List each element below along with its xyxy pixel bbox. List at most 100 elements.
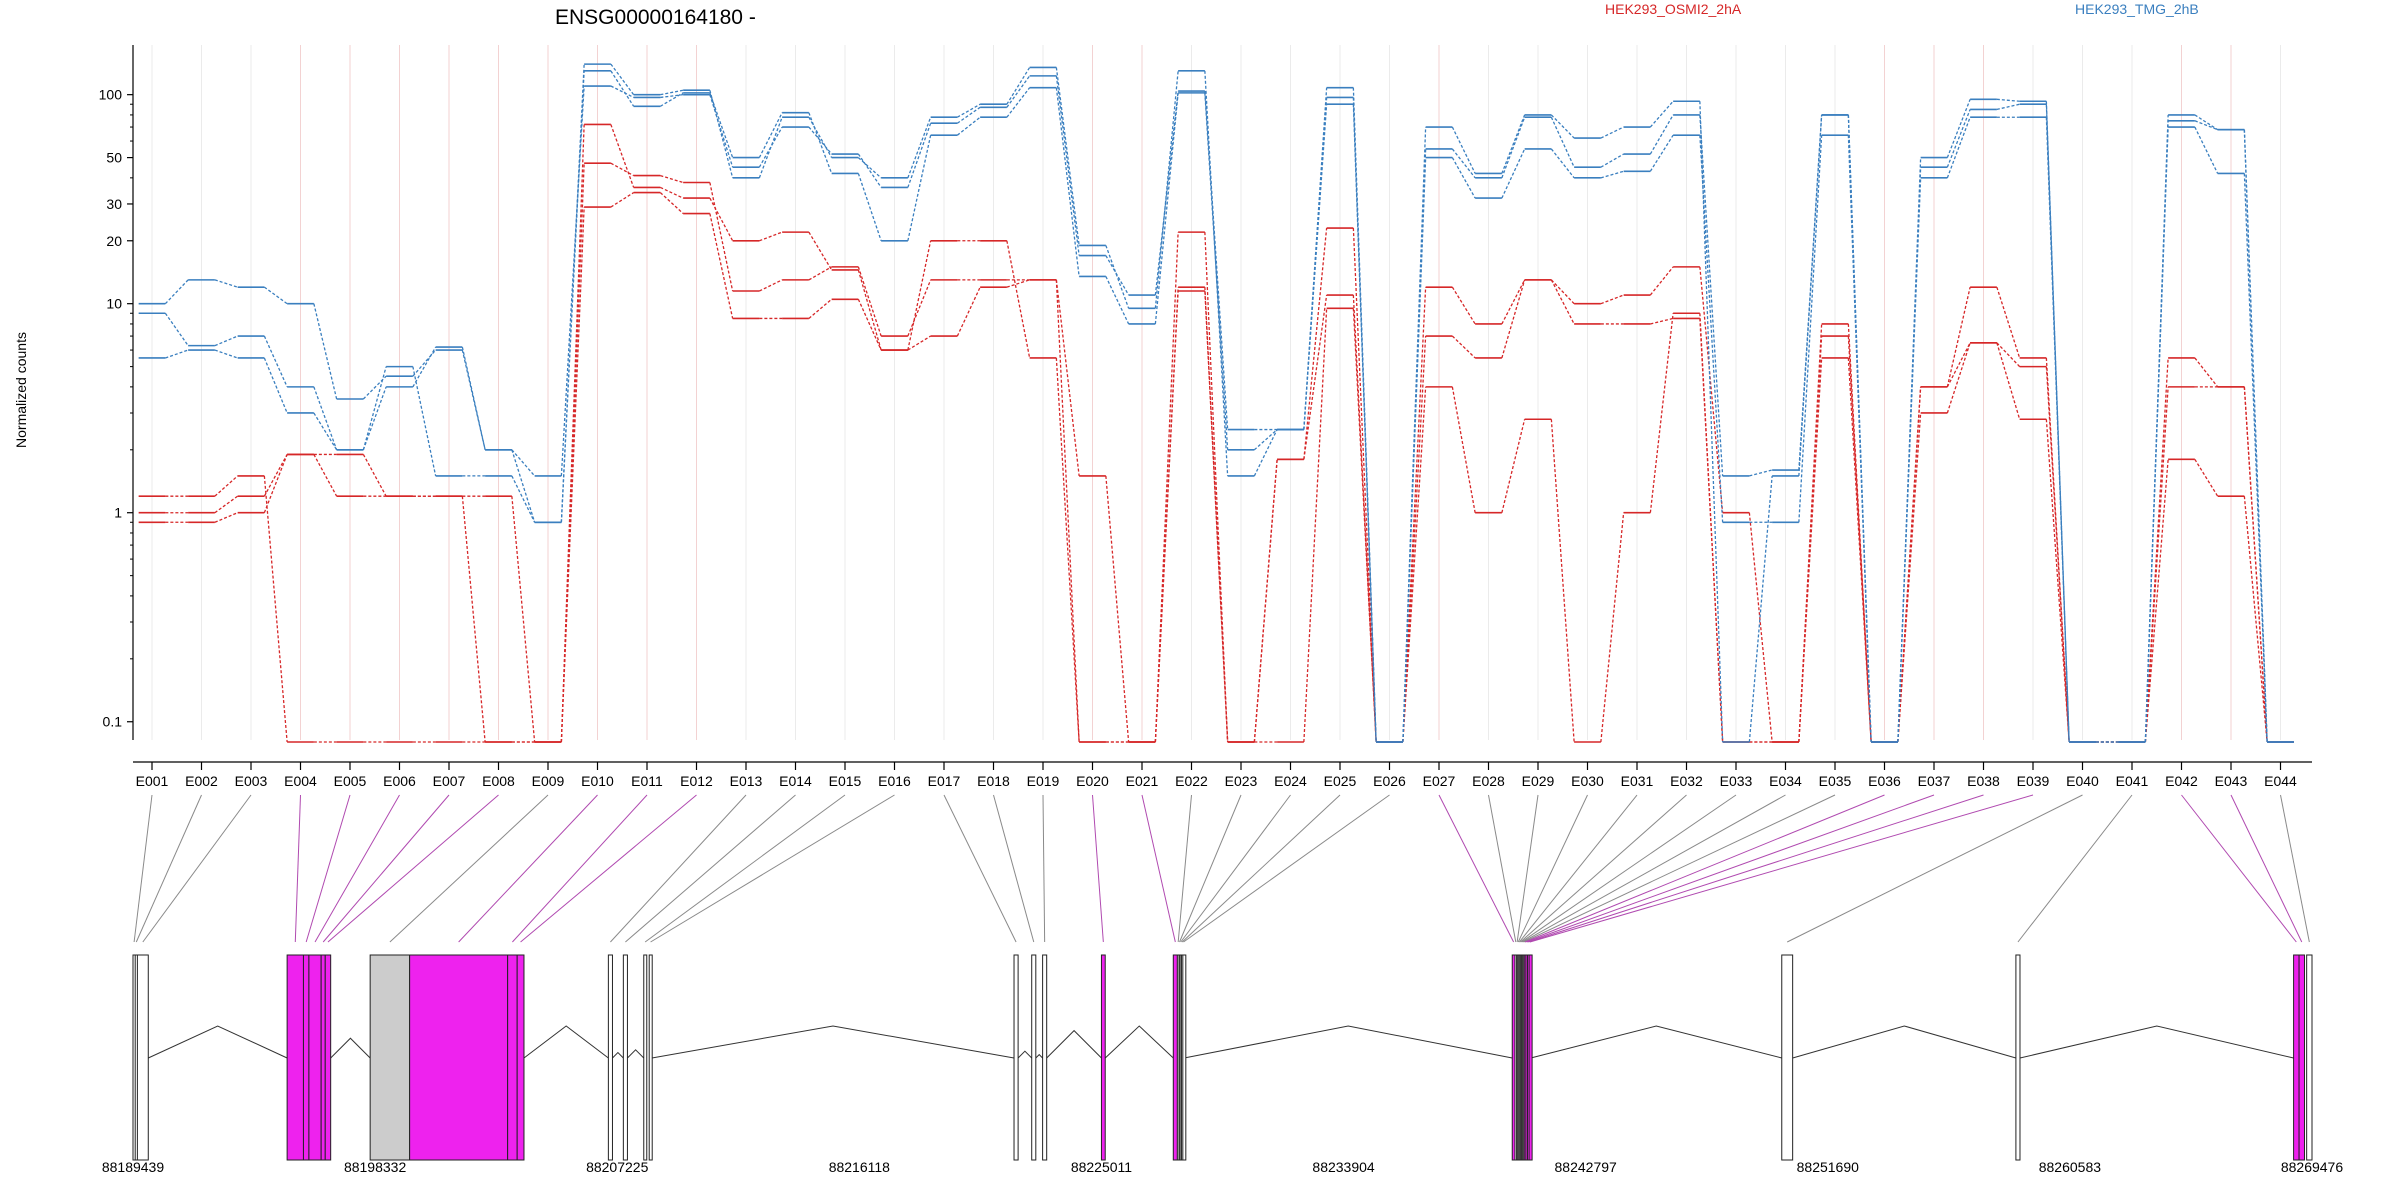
x-tick-label: E022 [1175,773,1208,789]
x-tick-label: E006 [383,773,416,789]
series-link [1105,475,1130,743]
x-tick-label: E023 [1225,773,1258,789]
connector [650,794,895,943]
series-link [1154,287,1179,743]
series-link [2144,357,2169,743]
series-link [560,70,585,523]
series-link [1402,386,1427,743]
series-link [560,64,585,523]
series-link [2243,386,2268,743]
connector [610,794,747,943]
series-link [1748,475,1773,743]
x-tick-label: E016 [878,773,911,789]
series-link [1253,429,1278,451]
connector [322,794,450,943]
series-link [1253,459,1278,743]
legend-label-osmi2: HEK293_OSMI2_2hA [1605,1,1742,17]
series-link [1105,245,1130,309]
series-link [1006,279,1030,288]
series-link [1055,357,1080,743]
series-link [709,197,734,242]
intron [148,1025,288,1059]
x-tick-label: E021 [1126,773,1159,789]
x-tick-label: E011 [631,773,663,789]
series-link [1105,276,1130,325]
x-tick-label: E019 [1027,773,1060,789]
series-link [1996,286,2021,359]
x-tick-label: E039 [2017,773,2050,789]
connector [625,794,796,943]
series-link [1649,100,1674,128]
exon-box [1100,954,1106,1161]
series-link [412,366,437,477]
series-link [362,366,387,450]
x-tick-label: E040 [2066,773,2099,789]
exon-box [2015,954,2021,1161]
connector [1786,794,2083,943]
series-link [1451,126,1476,174]
series-link [1451,335,1476,359]
series-1 [138,162,2294,743]
exon-box [607,954,613,1161]
exon-box [1781,954,1794,1161]
series-link [2194,114,2218,131]
series-link [511,496,536,743]
series-link [1798,114,1823,471]
series-link [1749,469,1773,477]
connector [1042,794,1046,943]
series-link [1402,287,1427,743]
exon-box [302,954,310,1161]
x-tick-label: E007 [433,773,466,789]
exon-box [308,954,322,1161]
series-link [857,153,882,188]
series-link [758,116,783,179]
series-link [1699,313,1724,743]
series-link [2243,496,2268,743]
series-link [263,475,288,743]
x-tick-label: E009 [532,773,565,789]
series-link [758,126,783,168]
series-link [2045,104,2070,743]
series-link [1946,342,1971,414]
series-link [1649,114,1674,155]
series-link [759,279,783,292]
exon-box [320,954,326,1161]
series-link [610,85,634,99]
series-link [1798,135,1823,523]
series-link [1847,114,1872,743]
series-link [263,286,288,305]
x-tick-label: E012 [680,773,713,789]
connector [2181,794,2297,943]
series-link [1897,412,1922,743]
series-link [709,213,734,319]
x-tick-label: E001 [136,773,169,789]
series-link [1996,342,2021,420]
series-link [857,298,882,351]
series-link [1600,170,1624,179]
exon-box [2306,954,2313,1161]
exon-box [324,954,332,1161]
series-link [1055,87,1080,277]
connector [520,794,697,943]
y-tick-label: 30 [106,196,122,212]
series-link [560,124,585,743]
series-link [907,240,932,351]
series-link [1154,92,1179,325]
series-link [1550,279,1575,325]
x-tick-label: E014 [779,773,812,789]
series-link [1946,342,1971,388]
series-link [907,279,932,337]
series-link [511,449,536,477]
x-tick-label: E037 [1918,773,1951,789]
axes: 0.1 1 10 20 30 50 100 E001 E002 E003 E004 E005 E006 E… [99,45,2312,789]
connector [993,794,1035,943]
series-link [1600,512,1625,743]
series-link [1352,104,1377,743]
series-link [2144,114,2169,743]
series-link [1402,157,1427,743]
series-link [2144,459,2169,743]
series-link [214,279,238,288]
series-link [1847,135,1872,743]
intron [1046,1029,1102,1059]
genomic-tick-label: 88198332 [344,1159,407,1175]
